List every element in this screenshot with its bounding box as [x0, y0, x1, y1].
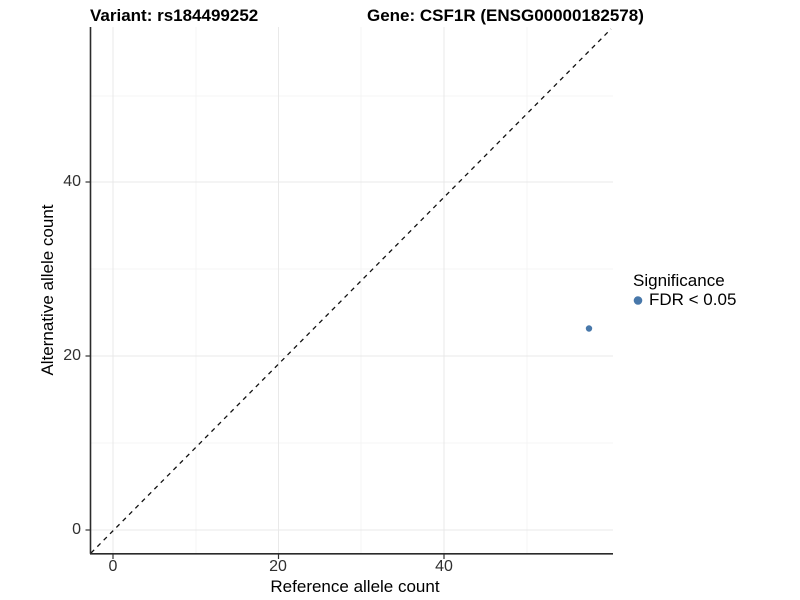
x-tick-marks: [112, 554, 445, 559]
data-point: [585, 325, 593, 332]
legend-item-label: FDR < 0.05: [649, 290, 737, 309]
major-gridlines: [90, 27, 613, 553]
y-tick-label-0: 0: [72, 521, 81, 538]
y-tick-label-20: 20: [63, 347, 81, 364]
identity-line: [90, 28, 612, 554]
legend-title: Significance: [633, 271, 725, 290]
x-tick-label-20: 20: [269, 558, 287, 575]
x-tick-label-0: 0: [108, 558, 118, 575]
legend-item: FDR < 0.05: [633, 291, 736, 309]
y-axis-title: Alternative allele count: [38, 204, 57, 376]
legend-point-icon: [633, 296, 643, 305]
variant-title: Variant: rs184499252: [90, 6, 259, 25]
y-tick-marks: [85, 181, 90, 531]
gene-title: Gene: CSF1R (ENSG00000182578): [367, 6, 644, 25]
minor-gridlines: [90, 27, 613, 553]
y-tick-label-40: 40: [63, 173, 81, 190]
legend: Significance FDR < 0.05: [633, 272, 736, 309]
x-tick-label-40: 40: [435, 558, 453, 575]
x-axis-title: Reference allele count: [270, 577, 440, 596]
